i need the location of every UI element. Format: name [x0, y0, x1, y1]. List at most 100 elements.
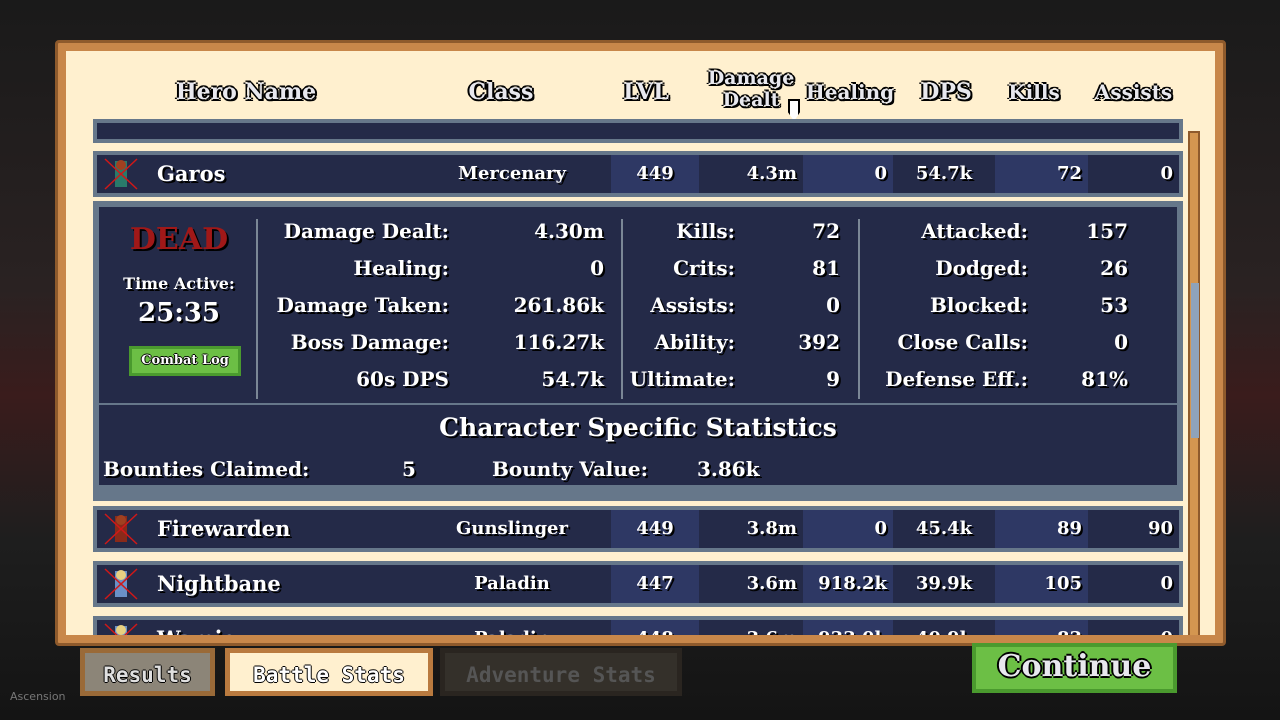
- cell-damage: 3.6m: [746, 573, 797, 594]
- table-row[interactable]: Firewarden Gunslinger 449 3.8m 0 45.4k 89 90: [93, 506, 1183, 552]
- tab-results[interactable]: Results: [80, 648, 215, 696]
- stat-label: Blocked:: [930, 293, 1028, 317]
- header-class[interactable]: Class: [468, 79, 534, 105]
- stat-value: 261.86k: [513, 293, 604, 317]
- cell-assists: 0: [1160, 573, 1173, 594]
- cell-name: Garos: [157, 161, 226, 186]
- cell-dps: 40.9k: [893, 620, 995, 635]
- stat-label: Assists:: [650, 293, 735, 317]
- table-row[interactable]: Nightbane Paladin 447 3.6m 918.2k 39.9k 105 0: [93, 561, 1183, 607]
- stat-value: 9: [826, 367, 840, 391]
- hero-portrait-icon: [103, 512, 139, 546]
- hero-stats-table: Garos Mercenary 449 4.3m 0 54.7k 72 0 DEAD Time…: [93, 119, 1187, 635]
- stat-label: Damage Dealt:: [283, 219, 449, 243]
- scrollbar[interactable]: [1188, 131, 1200, 635]
- bounty-value-label: Bounty Value:: [492, 457, 649, 481]
- cell-kills: 83: [995, 620, 1088, 635]
- time-active-value: 25:35: [138, 298, 220, 328]
- continue-button[interactable]: Continue: [972, 643, 1177, 693]
- cell-name: Wamie: [151, 620, 351, 635]
- table-row[interactable]: Garos Mercenary 449 4.3m 0 54.7k 72 0: [93, 151, 1183, 197]
- header-lvl[interactable]: LVL: [623, 79, 669, 105]
- sort-arrow-icon: [788, 99, 800, 121]
- stat-label: Defense Eff.:: [885, 367, 1028, 391]
- stat-value: 4.30m: [534, 219, 604, 243]
- hero-portrait-icon: [103, 157, 139, 191]
- cell-damage: 3.6m: [699, 620, 803, 635]
- cell-damage: 4.3m: [746, 163, 797, 184]
- cell-dps: 39.9k: [915, 573, 973, 594]
- corner-label: Ascension: [10, 690, 66, 703]
- specific-stats-title: Character Specific Statistics: [439, 413, 837, 442]
- cell-dps: 45.4k: [915, 518, 973, 539]
- time-active-label: Time Active:: [123, 274, 235, 293]
- cell-class: Paladin: [417, 620, 607, 635]
- table-row-partial[interactable]: [93, 119, 1183, 143]
- cell-kills: 72: [995, 155, 1088, 193]
- stat-value: 392: [798, 330, 840, 354]
- stat-value: 81%: [1081, 367, 1128, 391]
- cell-kills: 89: [995, 510, 1088, 548]
- cell-class: Gunslinger: [456, 518, 568, 539]
- cell-healing: 0: [803, 155, 893, 193]
- stat-value: 53: [1100, 293, 1128, 317]
- stat-label: Attacked:: [921, 219, 1028, 243]
- stat-value: 0: [826, 293, 840, 317]
- stat-label: Close Calls:: [897, 330, 1028, 354]
- cell-healing: 933.0k: [803, 620, 893, 635]
- header-kills[interactable]: Kills: [1008, 80, 1060, 104]
- cell-class: Mercenary: [458, 163, 566, 184]
- table-header: Hero Name Class LVL Damage Dealt Healing…: [66, 51, 1215, 131]
- table-row[interactable]: Wamie Paladin 4483.6m933.0k40.9k830: [93, 616, 1183, 635]
- stat-value: 0: [1114, 330, 1128, 354]
- stat-value: 72: [812, 219, 840, 243]
- cell-healing: 918.2k: [803, 565, 893, 603]
- cell-assists: 90: [1147, 518, 1173, 539]
- cell-damage: 3.8m: [746, 518, 797, 539]
- tab-adventure-stats[interactable]: Adventure Stats: [440, 648, 682, 696]
- divider: [99, 403, 1177, 405]
- stat-label: Dodged:: [935, 256, 1028, 280]
- stat-label: Crits:: [673, 256, 735, 280]
- status-dead: DEAD: [129, 222, 229, 257]
- stat-value: 26: [1100, 256, 1128, 280]
- stat-value: 116.27k: [513, 330, 604, 354]
- tab-battle-stats[interactable]: Battle Stats: [225, 648, 433, 696]
- cell-lvl: 447: [611, 565, 699, 603]
- cell-name: Firewarden: [157, 516, 291, 541]
- cell-lvl: 449: [611, 510, 699, 548]
- cell-dps: 54.7k: [915, 163, 973, 184]
- bounties-claimed-value: 5: [402, 457, 416, 481]
- hero-portrait-icon: [103, 567, 139, 601]
- stat-label: Kills:: [676, 219, 735, 243]
- stat-value: 81: [812, 256, 840, 280]
- cell-assists: 0: [1160, 163, 1173, 184]
- cell-kills: 105: [995, 565, 1088, 603]
- stat-label: 60s DPS: [356, 367, 449, 391]
- header-hero-name[interactable]: Hero Name: [175, 79, 317, 105]
- cell-healing: 0: [803, 510, 893, 548]
- cell-name: Nightbane: [157, 571, 281, 596]
- stat-value: 157: [1086, 219, 1128, 243]
- stat-value: 54.7k: [541, 367, 604, 391]
- cell-class: Paladin: [474, 573, 550, 594]
- bounties-claimed-label: Bounties Claimed:: [103, 457, 310, 481]
- bounty-value-value: 3.86k: [697, 457, 760, 481]
- hero-detail-panel: DEAD Time Active: 25:35 Combat Log Damag…: [93, 201, 1183, 501]
- hero-portrait-icon: [103, 622, 139, 635]
- combat-log-button[interactable]: Combat Log: [129, 346, 241, 376]
- stat-label: Ability:: [654, 330, 735, 354]
- stat-label: Damage Taken:: [276, 293, 449, 317]
- header-assists[interactable]: Assists: [1094, 80, 1173, 104]
- cell-assists: 0: [1088, 620, 1179, 635]
- stat-label: Healing:: [353, 256, 449, 280]
- header-damage-dealt[interactable]: Damage Dealt: [707, 67, 795, 111]
- cell-lvl: 448: [611, 620, 699, 635]
- scrollbar-thumb[interactable]: [1191, 283, 1199, 438]
- stat-value: 0: [590, 256, 604, 280]
- cell-lvl: 449: [611, 155, 699, 193]
- header-dps[interactable]: DPS: [920, 79, 972, 105]
- stat-label: Ultimate:: [629, 367, 735, 391]
- header-healing[interactable]: Healing: [805, 80, 895, 104]
- battle-stats-window: Hero Name Class LVL Damage Dealt Healing…: [55, 40, 1226, 646]
